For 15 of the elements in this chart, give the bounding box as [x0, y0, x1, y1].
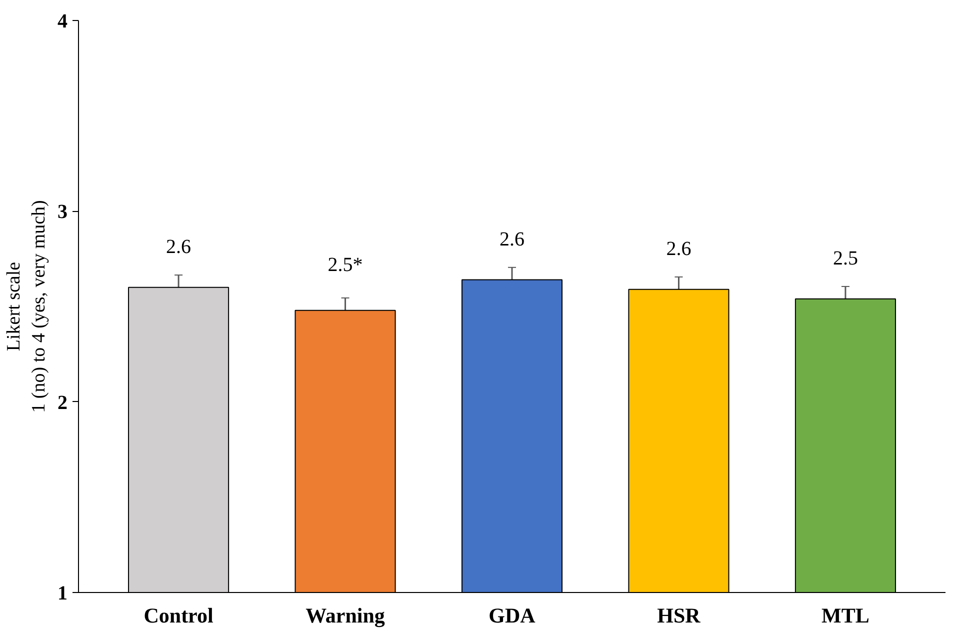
- data-label: 2.5*: [328, 254, 363, 276]
- x-tick-label: HSR: [657, 604, 702, 628]
- y-axis-title: Likert scale 1 (no) to 4 (yes, very much): [3, 200, 50, 413]
- data-label: 2.6: [500, 228, 524, 250]
- x-tick-label: Control: [144, 604, 214, 628]
- x-tick-label: GDA: [488, 604, 536, 628]
- y-tick-label: 1: [58, 582, 68, 604]
- y-tick-label: 3: [58, 201, 68, 224]
- data-label: 2.5: [832, 247, 858, 270]
- data-label: 2.6: [166, 236, 192, 258]
- y-tick-label: 4: [58, 10, 68, 32]
- data-label: 2.6: [666, 238, 692, 260]
- x-tick-label: MTL: [822, 604, 870, 628]
- x-tick-label: Warning: [306, 604, 386, 628]
- y-tick-label: 2: [58, 392, 68, 414]
